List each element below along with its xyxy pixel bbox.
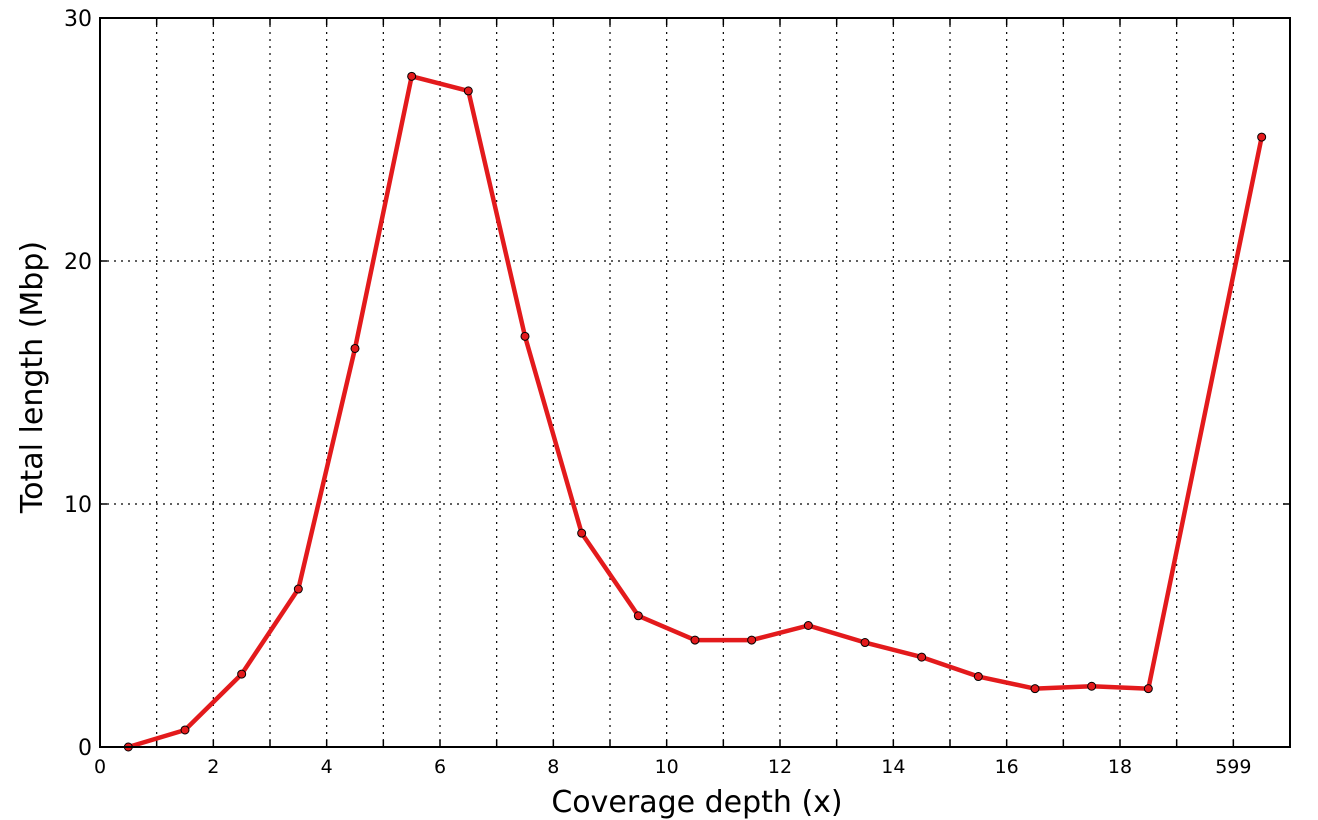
data-point [407,71,417,81]
data-point [577,528,587,538]
x-tick-label: 2 [207,756,219,778]
series-layer [123,71,1267,752]
x-axis-label: Coverage depth (x) [551,785,842,820]
data-point [293,584,303,594]
x-tick-label: 4 [321,756,333,778]
x-tick-label: 6 [434,756,446,778]
data-point [1143,684,1153,694]
y-tick-label: 30 [64,7,92,32]
x-tick-label: 18 [1108,756,1132,778]
data-point [690,635,700,645]
data-point [1030,684,1040,694]
x-tick-label: 12 [768,756,792,778]
data-point [803,621,813,630]
x-tick-label: 14 [881,756,905,778]
data-point [860,638,870,648]
series-line [126,74,1264,750]
data-point [747,635,757,645]
y-axis-label: Total length (Mbp) [15,241,50,514]
data-point [1087,681,1097,691]
x-tick-label: 0 [94,756,106,778]
y-tick-label: 20 [64,250,92,275]
y-tick-label: 10 [64,493,92,518]
data-point [180,725,190,735]
data-point [633,611,643,621]
tick-labels: 0 2 4 6 8 10 12 14 16 18 599 0 10 20 30 [64,7,1251,778]
y-tick-label: 0 [78,736,92,761]
data-point [463,86,473,96]
x-tick-label: 16 [995,756,1019,778]
grid-lines [100,18,1290,747]
data-point [520,331,530,341]
data-point [973,672,983,682]
x-tick-label: 10 [655,756,679,778]
data-point [237,669,247,679]
x-tick-label: 8 [547,756,559,778]
data-point [350,343,360,353]
data-point [1257,132,1267,142]
plot-frame [99,17,1291,748]
x-tick-label: 599 [1215,756,1251,778]
data-point [917,652,927,662]
